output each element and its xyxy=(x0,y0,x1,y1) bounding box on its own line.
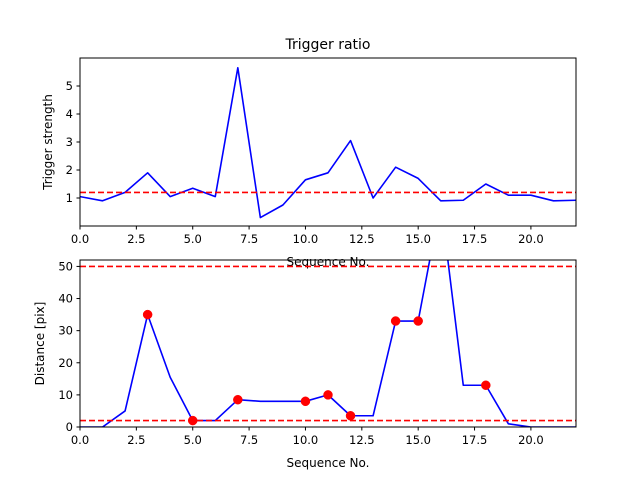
y-tick-label: 40 xyxy=(58,292,73,306)
y-axis-ticks: 0 10 20 30 40 50 xyxy=(58,259,80,434)
x-tick-label: 0.0 xyxy=(71,433,89,447)
x-axis-ticks: 0.0 2.5 5.0 7.5 10.0 12.5 15.0 17.5 20.0 xyxy=(71,427,544,447)
y-tick-label: 1 xyxy=(66,191,73,205)
y-tick-label: 5 xyxy=(66,79,73,93)
x-tick-label: 5.0 xyxy=(184,232,202,246)
x-tick-label: 12.5 xyxy=(349,433,375,447)
y-axis-ticks: 1 2 3 4 5 xyxy=(66,79,80,205)
y-tick-label: 10 xyxy=(58,388,73,402)
y-tick-label: 0 xyxy=(66,420,73,434)
data-point xyxy=(323,390,333,400)
x-tick-label: 10.0 xyxy=(293,433,319,447)
data-point xyxy=(413,316,423,326)
x-tick-label: 2.5 xyxy=(127,433,145,447)
trigger-ratio-chart: Trigger ratio 0.0 2.5 5.0 7.5 10.0 12.5 15.0 17… xyxy=(41,37,577,269)
x-tick-label: 12.5 xyxy=(349,232,375,246)
x-tick-label: 10.0 xyxy=(293,232,319,246)
x-tick-label: 17.5 xyxy=(462,433,488,447)
data-point xyxy=(481,380,491,390)
plot-area xyxy=(80,260,576,427)
plot-area xyxy=(80,67,576,219)
y-tick-label: 50 xyxy=(58,259,73,273)
x-tick-label: 20.0 xyxy=(518,232,544,246)
x-tick-label: 0.0 xyxy=(71,232,89,246)
data-point xyxy=(345,411,356,421)
x-tick-label: 7.5 xyxy=(240,232,258,246)
x-tick-label: 20.0 xyxy=(518,433,544,447)
x-tick-label: 2.5 xyxy=(127,232,145,246)
y-axis-label: Distance [pix] xyxy=(33,302,47,386)
x-axis-label: Sequence No. xyxy=(287,456,370,470)
chart-title: Trigger ratio xyxy=(284,37,370,53)
y-tick-label: 30 xyxy=(58,324,73,338)
data-point xyxy=(233,394,243,405)
distance-chart: 0.0 2.5 5.0 7.5 10.0 12.5 15.0 17.5 20.0 0 10 20 30… xyxy=(33,259,577,470)
data-point xyxy=(300,396,311,407)
y-tick-label: 2 xyxy=(66,163,73,177)
x-axis-label: Sequence No. xyxy=(287,255,370,269)
x-axis-ticks: 0.0 2.5 5.0 7.5 10.0 12.5 15.0 17.5 20.0 xyxy=(71,226,544,246)
data-point xyxy=(390,316,401,326)
y-tick-label: 20 xyxy=(58,356,73,370)
x-tick-label: 7.5 xyxy=(240,433,258,447)
x-tick-label: 17.5 xyxy=(462,232,488,246)
y-tick-label: 3 xyxy=(66,135,73,149)
axes-frame xyxy=(79,259,577,428)
y-tick-label: 4 xyxy=(66,107,73,121)
x-tick-label: 15.0 xyxy=(405,433,431,447)
y-axis-label: Trigger strength xyxy=(41,94,55,191)
series-line xyxy=(80,67,576,219)
x-tick-label: 5.0 xyxy=(184,433,202,447)
x-tick-label: 15.0 xyxy=(405,232,431,246)
data-point xyxy=(142,309,153,320)
